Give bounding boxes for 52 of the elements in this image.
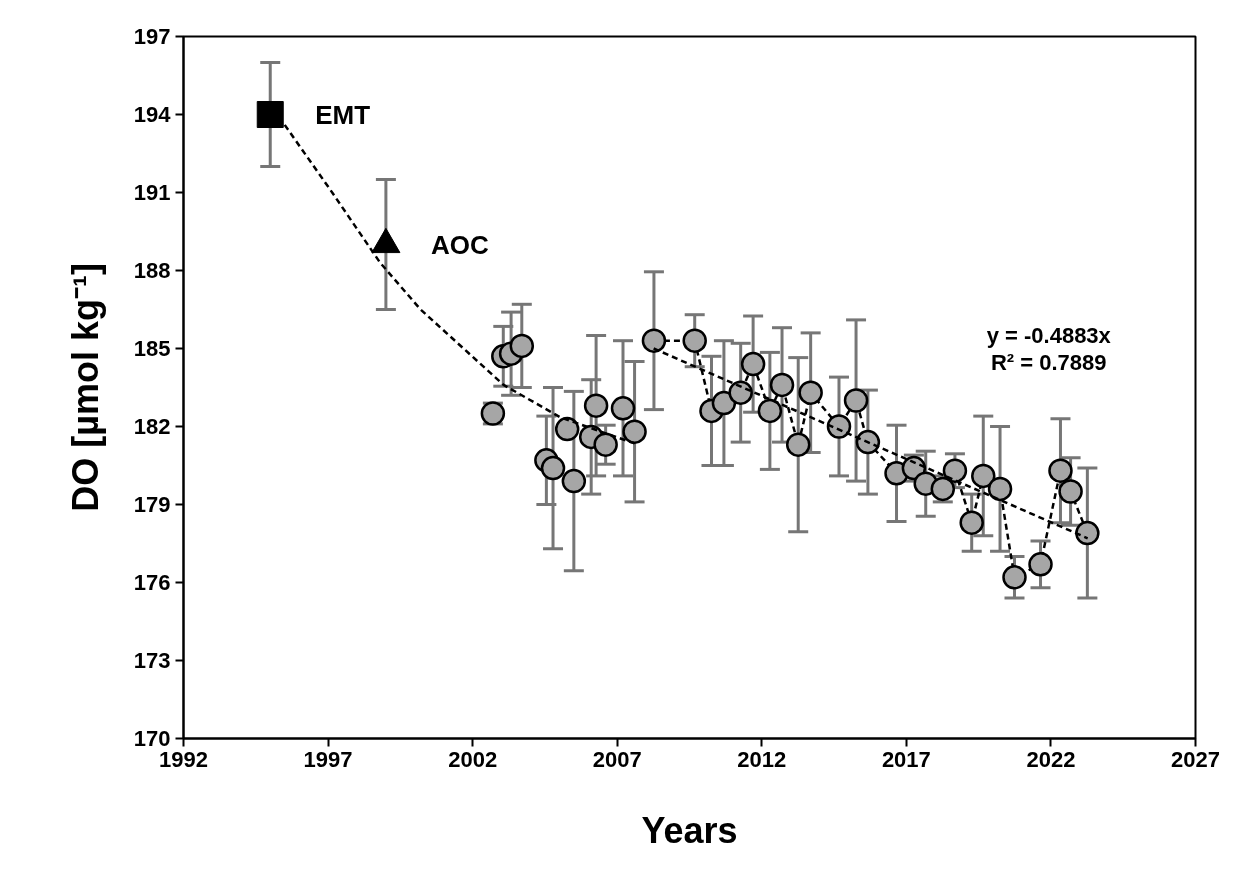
point: [610, 396, 636, 421]
y-tick-label: 185: [133, 336, 171, 361]
y-tick-label: 188: [133, 258, 171, 283]
annotation: y = -0.4883x: [986, 323, 1112, 349]
point: [1002, 565, 1027, 590]
point: [509, 333, 535, 359]
x-axis-title: Years: [641, 809, 738, 851]
point: [256, 101, 284, 128]
point: [1048, 458, 1073, 483]
point: [855, 429, 881, 455]
point: [583, 393, 609, 418]
point: [757, 398, 783, 424]
y-axis-title: DO [µmol kg⁻¹]: [64, 263, 106, 512]
point: [554, 416, 580, 442]
point: [728, 380, 753, 405]
point: [682, 328, 707, 353]
y-tick-label: 194: [133, 102, 172, 127]
point: [622, 419, 647, 444]
series-label: EMT: [315, 99, 371, 130]
point: [971, 463, 996, 489]
x-tick-label: 1997: [303, 746, 353, 772]
y-tick-label: 173: [133, 648, 171, 673]
y-tick-label: 182: [133, 414, 171, 439]
x-tick-label: 2012: [737, 746, 787, 772]
annotation: R² = 0.7889: [990, 350, 1107, 376]
point: [641, 328, 667, 353]
point: [959, 510, 984, 535]
point: [826, 414, 852, 439]
point: [593, 432, 618, 457]
x-tick-label: 2002: [448, 746, 498, 772]
point: [843, 388, 869, 413]
point: [540, 455, 566, 481]
point: [769, 372, 795, 398]
point: [1075, 520, 1100, 546]
point: [561, 468, 587, 494]
y-tick-label: 197: [133, 24, 171, 49]
x-tick-label: 2022: [1026, 746, 1076, 772]
point: [711, 390, 737, 416]
point: [798, 380, 823, 405]
point: [987, 476, 1013, 502]
point: [1028, 552, 1053, 577]
y-tick-label: 179: [133, 492, 171, 517]
point: [740, 351, 766, 377]
point: [785, 432, 811, 457]
y-tick-label: 191: [133, 180, 171, 205]
point: [1058, 479, 1083, 504]
y-tick-label: 176: [133, 570, 171, 595]
x-tick-label: 2027: [1171, 746, 1220, 772]
x-tick-label: 2007: [592, 746, 642, 772]
x-tick-label: 2017: [881, 746, 931, 772]
point: [942, 458, 968, 483]
series-label: AOC: [430, 229, 489, 260]
